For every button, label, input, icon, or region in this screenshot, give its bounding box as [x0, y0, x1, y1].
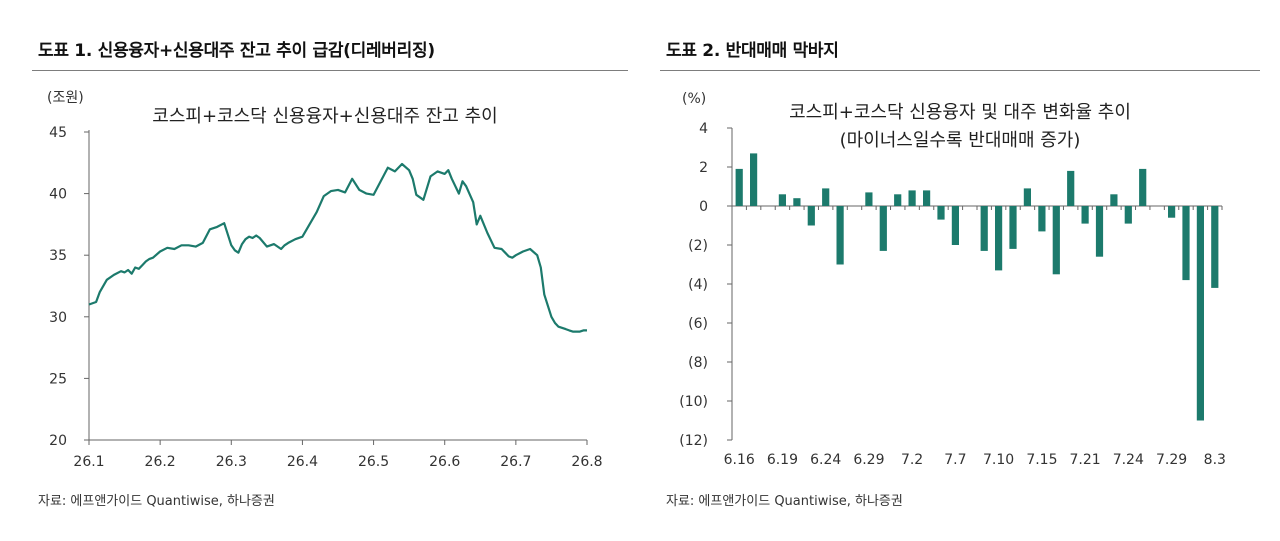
x-tick-label: 8.3 [1204, 452, 1226, 468]
y-tick-label: 4 [699, 121, 708, 137]
bar [1182, 206, 1190, 281]
chart-1-unit-label: (조원) [47, 90, 84, 106]
x-tick-label: 26.8 [571, 454, 602, 470]
figure-1-title-rule [32, 70, 628, 71]
figure-2-panel: 도표 2. 반대매매 막바지 (%) 코스피+코스닥 신용융자 및 대주 변화율… [640, 0, 1280, 541]
x-tick-label: 7.15 [1026, 452, 1057, 468]
x-tick-label: 7.7 [944, 452, 966, 468]
bar [865, 192, 873, 206]
x-tick-label: 26.6 [429, 454, 460, 470]
bar [923, 190, 931, 206]
y-tick-label: 2 [699, 160, 708, 176]
y-tick-label: (4) [688, 277, 708, 293]
bar [879, 206, 887, 251]
bar [995, 206, 1003, 271]
bar [1124, 206, 1132, 224]
y-tick-label: 20 [49, 433, 67, 449]
x-tick-label: 7.2 [901, 452, 923, 468]
x-tick-label: 7.21 [1070, 452, 1101, 468]
x-tick-label: 26.1 [73, 454, 104, 470]
bar [750, 153, 758, 206]
balance-line [88, 162, 587, 333]
x-tick-label: 6.16 [724, 452, 755, 468]
x-tick-label: 7.10 [983, 452, 1014, 468]
bar [937, 206, 945, 220]
y-tick-label: (6) [688, 316, 708, 332]
bar [1009, 206, 1017, 249]
figure-2-title-rule [660, 70, 1260, 71]
bar [908, 190, 916, 206]
bar [1110, 194, 1118, 206]
y-tick-label: (2) [688, 238, 708, 254]
bar [778, 194, 786, 206]
y-tick-label: (12) [679, 433, 708, 449]
bar [807, 206, 815, 226]
y-tick-label: (10) [679, 394, 708, 410]
bar [1038, 206, 1046, 232]
x-tick-label: 26.2 [145, 454, 176, 470]
x-tick-label: 26.7 [500, 454, 531, 470]
bar [1023, 188, 1031, 206]
bar [1168, 206, 1176, 218]
chart-1-title: 코스피+코스닥 신용융자+신용대주 잔고 추이 [152, 106, 497, 127]
bar [1081, 206, 1089, 224]
x-tick-label: 26.4 [287, 454, 318, 470]
figure-2-title: 도표 2. 반대매매 막바지 [666, 41, 839, 61]
bar [894, 194, 902, 206]
chart-2-title: 코스피+코스닥 신용융자 및 대주 변화율 추이 [789, 102, 1131, 123]
bar [980, 206, 988, 251]
credit-balance-line-chart: (조원) 코스피+코스닥 신용융자+신용대주 잔고 추이 45 40 35 30 25 2… [47, 90, 603, 470]
bar [1139, 168, 1147, 206]
x-tick-label: 6.29 [853, 452, 884, 468]
y-tick-label: 45 [49, 125, 67, 141]
bar [1052, 206, 1060, 275]
x-tick-label: 6.19 [767, 452, 798, 468]
figure-1-panel: 도표 1. 신용융자+신용대주 잔고 추이 급감(디레버리징) (조원) 코스피… [32, 41, 628, 509]
y-tick-label: 30 [49, 310, 67, 326]
bar [1211, 206, 1219, 288]
bar [951, 206, 959, 245]
credit-change-bar-chart: (%) 코스피+코스닥 신용융자 및 대주 변화율 추이 (마이너스일수록 반대… [679, 91, 1226, 468]
x-tick-label: 26.3 [216, 454, 247, 470]
bar [793, 198, 801, 206]
figure-2-source: 자료: 에프앤가이드 Quantiwise, 하나증권 [666, 494, 903, 509]
y-tick-label: 35 [49, 248, 67, 264]
y-tick-label: (8) [688, 355, 708, 371]
bar [1196, 206, 1204, 421]
y-tick-label: 0 [699, 199, 708, 215]
figure-1-title: 도표 1. 신용융자+신용대주 잔고 추이 급감(디레버리징) [38, 41, 435, 61]
x-tick-label: 26.5 [358, 454, 389, 470]
bar [1095, 206, 1104, 257]
y-tick-label: 40 [49, 187, 67, 203]
chart-2-subtitle: (마이너스일수록 반대매매 증가) [840, 130, 1081, 151]
figure-1-source: 자료: 에프앤가이드 Quantiwise, 하나증권 [38, 494, 275, 509]
bar [836, 206, 844, 265]
x-tick-label: 6.24 [810, 452, 841, 468]
bar [822, 188, 830, 206]
chart-2-unit-label: (%) [682, 91, 706, 107]
y-tick-label: 25 [49, 371, 67, 387]
x-tick-label: 7.29 [1156, 452, 1187, 468]
bar [735, 168, 743, 206]
x-tick-label: 7.24 [1113, 452, 1144, 468]
bar [1067, 170, 1075, 206]
